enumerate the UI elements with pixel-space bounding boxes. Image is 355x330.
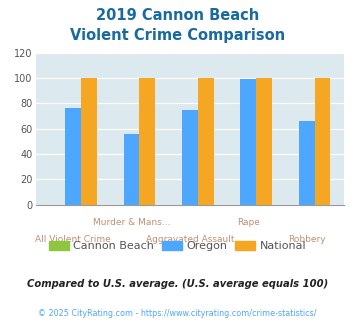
Text: 2019 Cannon Beach: 2019 Cannon Beach — [96, 8, 259, 23]
Bar — [240, 79, 256, 205]
Text: All Violent Crime: All Violent Crime — [35, 235, 111, 244]
Text: Violent Crime Comparison: Violent Crime Comparison — [70, 28, 285, 43]
Legend: Cannon Beach, Oregon, National: Cannon Beach, Oregon, National — [44, 237, 311, 256]
Bar — [198, 78, 214, 205]
Text: Aggravated Assault: Aggravated Assault — [146, 235, 234, 244]
Bar — [81, 78, 97, 205]
Bar — [256, 78, 272, 205]
Bar — [182, 110, 198, 205]
Bar — [65, 109, 81, 205]
Text: Rape: Rape — [237, 218, 260, 227]
Text: Robbery: Robbery — [288, 235, 326, 244]
Bar — [315, 78, 330, 205]
Text: Murder & Mans...: Murder & Mans... — [93, 218, 170, 227]
Bar — [140, 78, 155, 205]
Text: Compared to U.S. average. (U.S. average equals 100): Compared to U.S. average. (U.S. average … — [27, 279, 328, 289]
Bar — [124, 134, 140, 205]
Text: © 2025 CityRating.com - https://www.cityrating.com/crime-statistics/: © 2025 CityRating.com - https://www.city… — [38, 309, 317, 317]
Bar — [299, 121, 315, 205]
